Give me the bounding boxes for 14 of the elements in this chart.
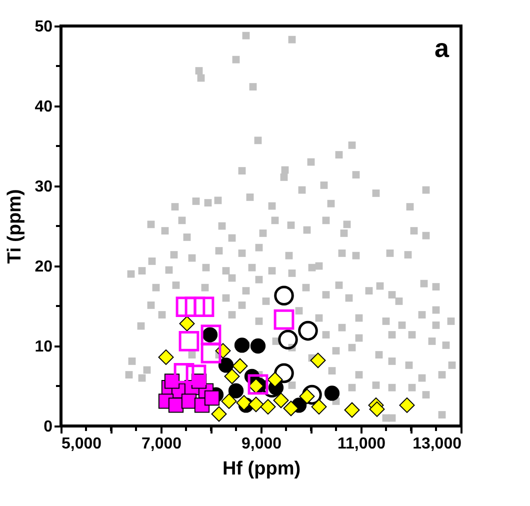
x-tick-label: 11,000 bbox=[337, 436, 386, 452]
y-tick-label: 10 bbox=[34, 338, 53, 356]
y-axis-title: Ti (ppm) bbox=[4, 189, 26, 264]
y-tick-label: 50 bbox=[34, 18, 53, 36]
x-tick-label: 7,000 bbox=[141, 436, 182, 452]
annotation: a bbox=[434, 33, 450, 63]
x-tick-label: 9,000 bbox=[241, 436, 282, 452]
x-tick-label: 5,000 bbox=[62, 436, 102, 452]
x-tick-label: 13,000 bbox=[412, 436, 462, 452]
y-tick-label: 40 bbox=[34, 98, 53, 116]
y-tick-label: 20 bbox=[34, 258, 53, 276]
y-tick-label: 30 bbox=[34, 178, 53, 196]
x-axis-title: Hf (ppm) bbox=[222, 458, 301, 480]
y-tick-label: 0 bbox=[44, 418, 53, 436]
